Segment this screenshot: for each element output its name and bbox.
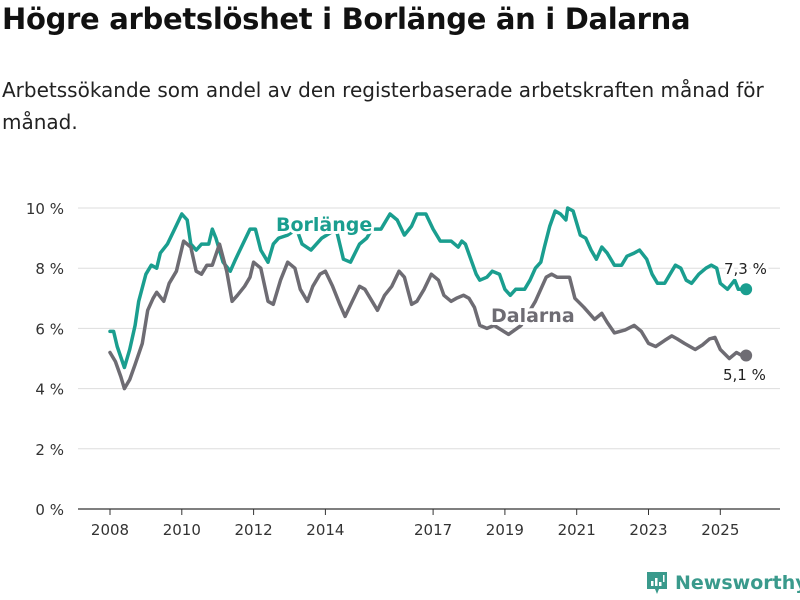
x-tick-label: 2014 (306, 521, 344, 539)
y-tick-label: 10 % (26, 200, 64, 218)
series-label-dalarna: Dalarna (491, 305, 575, 327)
x-tick-label: 2008 (91, 521, 129, 539)
series-label-borlange: Borlänge (276, 214, 372, 236)
y-tick-label: 2 % (35, 441, 64, 459)
chart-subtitle: Arbetssökande som andel av den registerb… (2, 78, 764, 134)
series-line-dalarna (108, 239, 748, 391)
y-tick-label: 8 % (35, 260, 64, 278)
x-tick-label: 2021 (558, 521, 596, 539)
newsworthy-logo-icon (647, 572, 667, 594)
x-tick-label: 2025 (701, 521, 739, 539)
end-value-borlange-halo: 7,3 % (724, 260, 767, 278)
y-tick-label: 0 % (35, 501, 64, 519)
series-label-borlange-halo: Borlänge (276, 214, 372, 236)
y-tick-label: 4 % (35, 381, 64, 399)
x-tick-label: 2012 (235, 521, 273, 539)
end-value-dalarna: 5,1 % (723, 366, 766, 384)
series-line-borlänge (108, 206, 748, 370)
end-value-dalarna-halo: 5,1 % (723, 366, 766, 384)
end-value-borlange: 7,3 % (724, 260, 767, 278)
x-tick-label: 2010 (163, 521, 201, 539)
x-tick-label: 2017 (414, 521, 452, 539)
brand-name: Newsworthy (675, 572, 800, 594)
end-point-borlänge (740, 283, 753, 296)
chart-title: Högre arbetslöshet i Borlänge än i Dalar… (2, 2, 691, 36)
series-label-dalarna-halo: Dalarna (491, 305, 575, 327)
y-tick-label: 6 % (35, 320, 64, 338)
end-point-dalarna (740, 349, 753, 362)
newsworthy-logo: Newsworthy (645, 570, 800, 596)
x-tick-label: 2019 (486, 521, 524, 539)
x-tick-label: 2023 (629, 521, 667, 539)
